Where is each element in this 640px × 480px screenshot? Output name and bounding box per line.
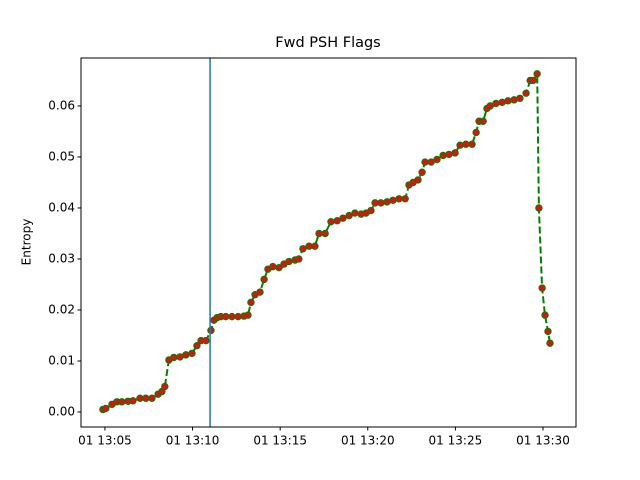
data-point — [161, 382, 169, 391]
data-point — [504, 97, 512, 105]
axes-frame — [80, 57, 577, 428]
y-tick-label: 0.04 — [48, 200, 75, 214]
data-point — [256, 288, 264, 296]
data-point — [544, 327, 552, 336]
data-point — [445, 150, 453, 159]
data-point — [118, 398, 126, 406]
data-point — [546, 339, 554, 347]
data-point — [533, 70, 541, 78]
data-point — [222, 312, 230, 321]
data-point — [311, 242, 319, 250]
x-tick-label: 01 13:25 — [429, 434, 483, 448]
data-point — [315, 229, 323, 238]
data-point — [269, 262, 277, 271]
data-point — [451, 149, 459, 157]
data-point — [102, 404, 110, 413]
data-point — [285, 257, 293, 266]
x-tick-label: 01 13:15 — [253, 434, 307, 448]
data-point — [377, 199, 385, 207]
data-point — [142, 394, 150, 402]
y-tick-label: 0.06 — [48, 98, 75, 112]
x-tick-label: 01 13:20 — [341, 434, 395, 448]
data-point — [207, 326, 215, 335]
y-tick-label: 0.05 — [48, 149, 75, 163]
y-tick-label: 0.02 — [48, 302, 75, 316]
data-point — [339, 214, 347, 222]
data-point — [529, 76, 537, 85]
y-tick-label: 0.01 — [48, 353, 75, 367]
data-point — [260, 275, 268, 284]
data-point — [351, 209, 359, 217]
data-point — [479, 117, 487, 125]
data-point — [414, 176, 422, 184]
data-point — [516, 94, 524, 102]
data-point — [129, 397, 137, 405]
y-tick-label: 0.00 — [48, 405, 75, 419]
data-point — [244, 311, 252, 319]
data-point — [433, 155, 441, 164]
data-point — [401, 195, 409, 203]
data-point — [456, 141, 464, 149]
data-point — [367, 206, 375, 215]
x-tick-label: 01 13:10 — [166, 434, 220, 448]
data-point — [228, 312, 236, 321]
data-point — [421, 158, 429, 166]
data-point — [202, 336, 210, 345]
data-point — [462, 140, 470, 148]
data-point — [193, 341, 201, 350]
data-point — [535, 204, 543, 212]
data-point — [170, 353, 178, 362]
data-point — [275, 263, 283, 272]
data-point — [188, 349, 196, 358]
data-point — [538, 284, 546, 292]
data-point — [541, 311, 549, 319]
data-point — [472, 128, 480, 137]
x-tick-label: 01 13:30 — [516, 434, 570, 448]
data-point — [247, 298, 255, 307]
x-tick-label: 01 13:05 — [78, 434, 132, 448]
series-line — [102, 70, 551, 411]
data-point — [389, 196, 397, 205]
data-point — [321, 229, 329, 238]
data-point — [522, 89, 530, 97]
data-point — [418, 168, 426, 176]
chart-title: Fwd PSH Flags — [275, 35, 381, 51]
data-point — [295, 255, 303, 263]
data-point — [395, 195, 403, 203]
data-point — [299, 245, 307, 253]
data-point — [148, 394, 156, 402]
data-point — [327, 218, 335, 226]
y-tick-label: 0.03 — [48, 251, 75, 265]
data-point — [468, 140, 476, 148]
y-axis-label: Entropy — [20, 219, 34, 266]
data-point — [439, 151, 447, 160]
data-point — [182, 351, 190, 359]
data-point — [492, 99, 500, 108]
